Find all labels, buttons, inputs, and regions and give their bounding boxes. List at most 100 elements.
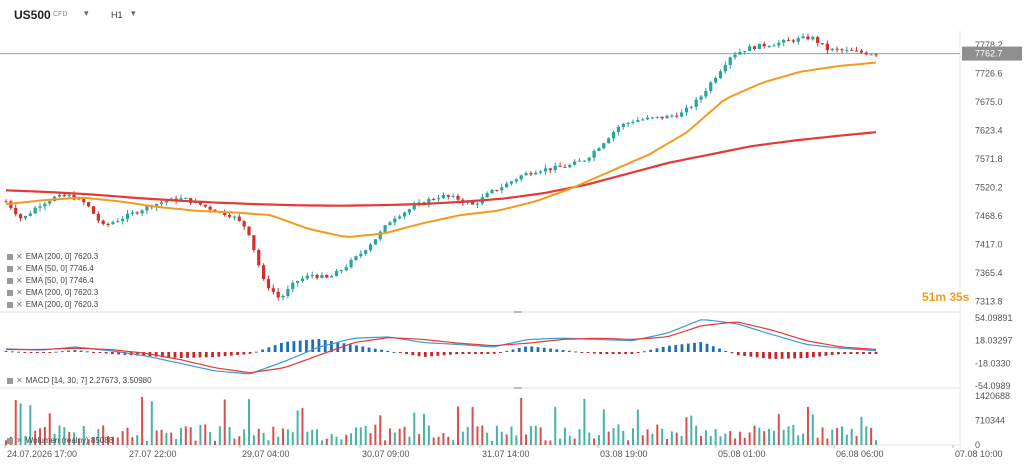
candle <box>145 205 149 211</box>
volume-bar <box>189 427 192 445</box>
macd-histogram-bar <box>48 352 52 353</box>
volume-bar <box>296 410 299 445</box>
macd-histogram-bar <box>793 352 797 359</box>
macd-histogram-bar <box>223 352 227 357</box>
macd-histogram-bar <box>254 351 258 353</box>
indicator-settings-icon[interactable] <box>7 377 13 384</box>
macd-histogram-bar <box>492 352 496 354</box>
volume-bar <box>724 433 727 445</box>
volume-bar <box>500 431 503 445</box>
volume-bar <box>782 429 785 445</box>
volume-bar <box>811 414 814 445</box>
time-tick-label: 07.08 10:00 <box>955 449 1003 459</box>
candle <box>14 207 18 215</box>
volume-bar <box>641 435 644 445</box>
close-icon[interactable]: ✕ <box>16 288 23 297</box>
candle <box>330 276 334 278</box>
macd-line <box>5 319 877 375</box>
volume-bar <box>554 406 557 445</box>
indicator-settings-icon[interactable] <box>7 265 13 272</box>
time-tick-label: 03.08 19:00 <box>600 449 648 459</box>
volume-bar <box>179 427 182 445</box>
close-icon[interactable]: ✕ <box>16 252 23 261</box>
indicator-settings-icon[interactable] <box>7 277 13 284</box>
close-icon[interactable]: ✕ <box>16 276 23 285</box>
candle <box>733 54 737 58</box>
candle <box>641 119 645 121</box>
candles-layer <box>4 33 878 301</box>
close-icon[interactable]: ✕ <box>16 436 23 445</box>
macd-histogram-bar <box>10 351 14 353</box>
macd-histogram-bar <box>198 352 202 358</box>
volume-bar <box>602 409 605 445</box>
indicator-settings-icon[interactable] <box>7 289 13 296</box>
legend-row[interactable]: ✕ EMA [50, 0] 7746.4 <box>7 275 98 286</box>
candle <box>534 172 538 175</box>
volume-bar <box>306 431 309 445</box>
macd-histogram-bar <box>79 350 83 352</box>
candle <box>9 201 13 208</box>
macd-histogram-bar <box>499 352 502 353</box>
candle <box>286 289 290 296</box>
indicator-settings-icon[interactable] <box>7 437 13 444</box>
macd-tick-label: -18.0330 <box>975 358 1011 368</box>
candle <box>854 50 859 52</box>
signal-line <box>6 321 877 374</box>
timeframe-label[interactable]: H1 <box>111 10 123 20</box>
candle <box>645 117 650 120</box>
volume-bar <box>291 432 294 445</box>
macd-histogram-bar <box>367 347 371 353</box>
candle <box>436 198 441 200</box>
close-icon[interactable]: ✕ <box>16 300 23 309</box>
candle <box>490 189 494 194</box>
macd-histogram-bar <box>843 352 847 355</box>
volume-bar <box>772 430 775 445</box>
price-tick-label: 7726.6 <box>975 69 1003 79</box>
volume-bar <box>704 430 707 445</box>
volume-bar <box>19 403 22 445</box>
legend-row[interactable]: ✕ EMA [50, 0] 7746.4 <box>7 263 98 274</box>
candle <box>845 49 849 51</box>
legend-row[interactable]: ✕ EMA [200, 0] 7620.3 <box>7 299 98 310</box>
macd-legend[interactable]: ✕ MACD [14, 30, 7] 2.27673, 3.50980 <box>7 376 152 385</box>
candle <box>820 43 825 45</box>
close-icon[interactable]: ✕ <box>16 376 23 385</box>
macd-histogram-bar <box>874 352 878 355</box>
volume-bar <box>661 428 664 445</box>
close-icon[interactable]: ✕ <box>16 264 23 273</box>
volume-legend[interactable]: ✕ Wolumen (realny) 85088 <box>7 436 113 445</box>
candle <box>334 270 339 277</box>
candle <box>164 201 168 203</box>
volume-bar <box>223 399 226 445</box>
candle <box>432 199 436 201</box>
candle <box>227 215 232 217</box>
indicator-settings-icon[interactable] <box>7 253 13 260</box>
volume-bar <box>636 409 639 445</box>
candle <box>568 164 572 168</box>
candle <box>101 220 105 224</box>
candle <box>524 173 528 176</box>
volume-bar <box>102 425 105 445</box>
volume-bar <box>597 435 600 445</box>
candle <box>791 40 795 42</box>
volume-bar <box>510 426 513 445</box>
candle <box>495 189 499 191</box>
macd-histogram-bar <box>123 352 127 355</box>
indicator-settings-icon[interactable] <box>7 301 13 308</box>
legend-row[interactable]: ✕ EMA [200, 0] 7620.3 <box>7 287 98 298</box>
volume-bar <box>384 440 387 445</box>
volume-bar <box>267 440 270 445</box>
volume-bar <box>213 440 216 445</box>
candle <box>597 148 601 151</box>
volume-bar <box>515 435 518 445</box>
legend-row[interactable]: ✕ EMA [200, 0] 7620.3 <box>7 251 98 262</box>
symbol-dropdown-icon[interactable]: ▾ <box>84 8 89 18</box>
volume-bar <box>534 425 537 445</box>
timeframe-dropdown-icon[interactable]: ▾ <box>131 8 136 18</box>
symbol-label[interactable]: US500 <box>14 8 51 22</box>
macd-legend-text: MACD [14, 30, 7] 2.27673, 3.50980 <box>25 376 152 385</box>
macd-histogram-bar <box>755 352 759 358</box>
macd-histogram-bar <box>599 352 603 355</box>
candle <box>684 107 689 113</box>
